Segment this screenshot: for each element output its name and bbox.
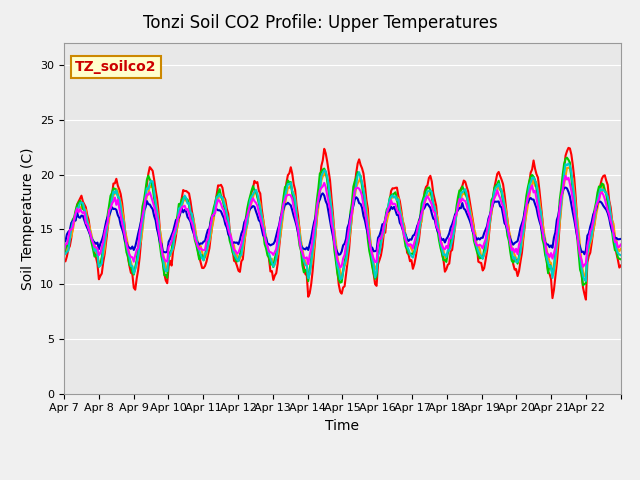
Text: Tonzi Soil CO2 Profile: Upper Temperatures: Tonzi Soil CO2 Profile: Upper Temperatur… (143, 14, 497, 33)
X-axis label: Time: Time (325, 419, 360, 433)
Legend: Open -2cm, Tree -2cm, Open -4cm, Tree -4cm, Tree2 -2cm, Tree2 -4cm: Open -2cm, Tree -2cm, Open -4cm, Tree -4… (61, 476, 624, 480)
Y-axis label: Soil Temperature (C): Soil Temperature (C) (20, 147, 35, 289)
Text: TZ_soilco2: TZ_soilco2 (75, 60, 157, 74)
